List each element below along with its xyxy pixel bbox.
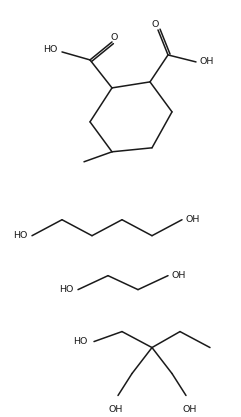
Text: HO: HO: [60, 285, 74, 294]
Text: OH: OH: [172, 271, 186, 280]
Text: OH: OH: [186, 215, 200, 224]
Text: O: O: [151, 20, 159, 30]
Text: OH: OH: [109, 405, 123, 414]
Text: HO: HO: [44, 45, 58, 55]
Text: O: O: [110, 33, 118, 43]
Text: OH: OH: [200, 58, 214, 66]
Text: HO: HO: [74, 337, 88, 346]
Text: HO: HO: [14, 231, 28, 240]
Text: OH: OH: [183, 405, 197, 414]
